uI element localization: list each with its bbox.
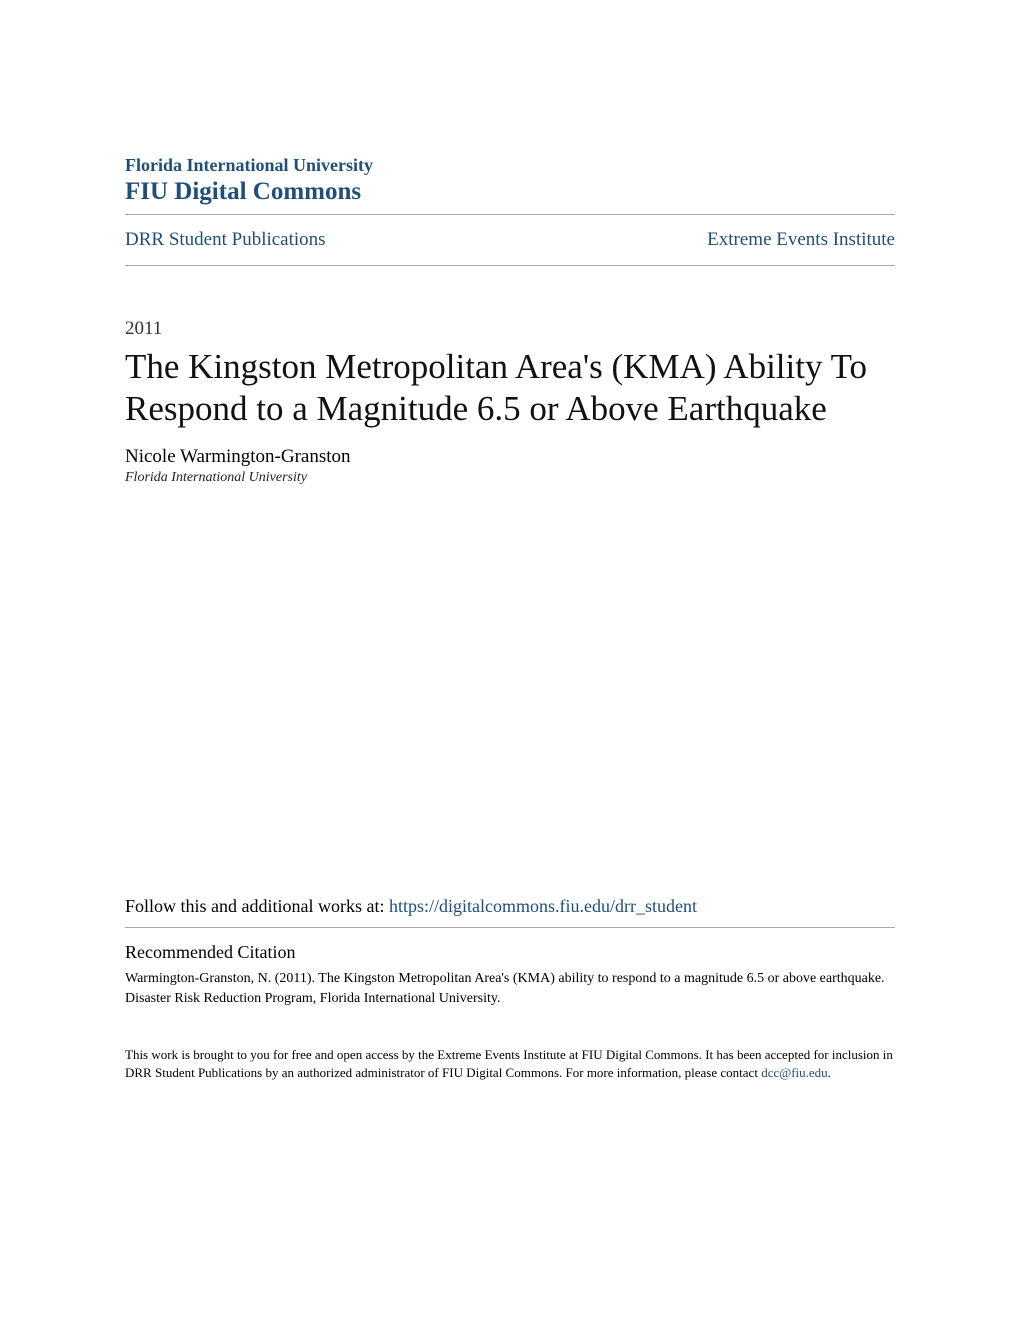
footer-suffix: . [828, 1065, 831, 1080]
university-name: Florida International University [125, 155, 895, 176]
breadcrumb-right-link[interactable]: Extreme Events Institute [707, 229, 895, 251]
footer-text: This work is brought to you for free and… [125, 1046, 895, 1082]
citation-text: Warmington-Granston, N. (2011). The King… [125, 969, 895, 1008]
spacer [125, 486, 895, 896]
author-affiliation: Florida International University [125, 470, 895, 486]
follow-prefix: Follow this and additional works at: [125, 896, 389, 916]
publication-year: 2011 [125, 318, 895, 340]
divider-follow [125, 927, 895, 928]
publication-title: The Kingston Metropolitan Area's (KMA) A… [125, 346, 895, 430]
digital-commons-title: FIU Digital Commons [125, 178, 895, 206]
follow-link[interactable]: https://digitalcommons.fiu.edu/drr_stude… [389, 896, 697, 916]
footer-email-link[interactable]: dcc@fiu.edu [761, 1065, 827, 1080]
follow-text: Follow this and additional works at: htt… [125, 896, 895, 917]
breadcrumb-row: DRR Student Publications Extreme Events … [125, 215, 895, 265]
citation-heading: Recommended Citation [125, 942, 895, 963]
author-name: Nicole Warmington-Granston [125, 446, 895, 468]
breadcrumb-left-link[interactable]: DRR Student Publications [125, 229, 326, 251]
divider-breadcrumb [125, 265, 895, 266]
